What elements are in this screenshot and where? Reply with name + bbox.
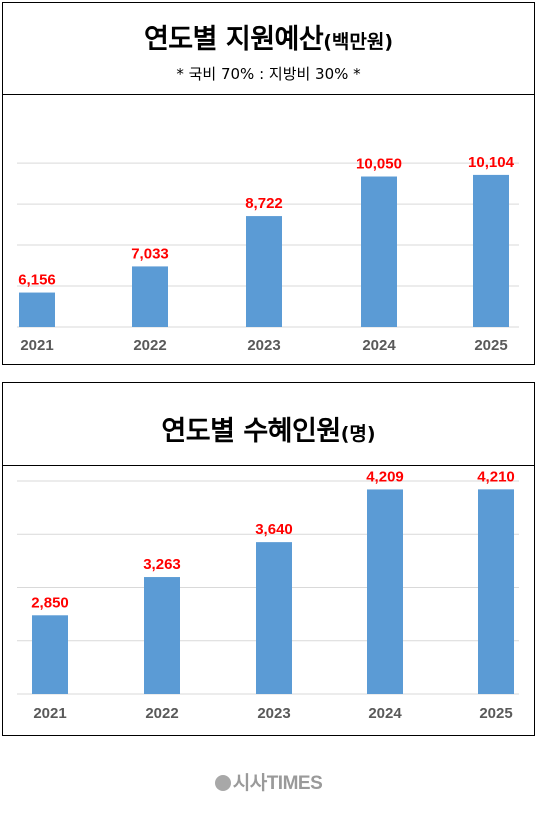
bar-2021	[19, 292, 55, 327]
data-label-2024: 10,050	[356, 156, 402, 173]
data-label-2023: 3,640	[255, 521, 293, 538]
x-tick-label-2022: 2022	[145, 705, 178, 722]
x-tick-label-2024: 2024	[368, 705, 402, 722]
bar-2025	[478, 489, 514, 694]
beneficiary-panel: 연도별 수혜인원(명) 2,850 2021 3,263 2022 3,640 2023 4…	[2, 382, 535, 736]
x-tick-label-2025: 2025	[479, 705, 512, 722]
data-label-2022: 7,033	[131, 245, 169, 262]
budget-title-row: 연도별 지원예산(백만원)	[3, 17, 534, 56]
x-tick-label-2023: 2023	[247, 337, 280, 354]
bar-2021	[32, 615, 68, 694]
data-label-2023: 8,722	[245, 195, 283, 212]
data-label-2021: 2,850	[31, 594, 69, 611]
data-label-2021: 6,156	[18, 272, 56, 289]
beneficiary-chart: 2,850 2021 3,263 2022 3,640 2023 4,209 2024 4,21…	[17, 468, 519, 722]
budget-unit: (백만원)	[323, 31, 394, 53]
data-label-2025: 4,210	[477, 468, 515, 485]
x-tick-label-2024: 2024	[362, 337, 396, 354]
beneficiary-title-row: 연도별 수혜인원(명)	[3, 409, 534, 448]
budget-panel: 연도별 지원예산(백만원) * 국비 70% : 지방비 30% * 6,156…	[2, 2, 535, 365]
watermark-logo-icon	[214, 775, 231, 791]
budget-note: * 국비 70% : 지방비 30% *	[176, 65, 361, 83]
data-label-2025: 10,104	[468, 154, 515, 171]
watermark-text: 시사TIMES	[232, 773, 323, 794]
bar-2023	[246, 216, 282, 327]
bar-2023	[256, 542, 292, 694]
beneficiary-divider	[3, 465, 534, 466]
x-tick-label-2021: 2021	[20, 337, 53, 354]
data-label-2022: 3,263	[143, 556, 181, 573]
budget-title: 연도별 지원예산	[143, 24, 324, 55]
budget-chart: 6,156 2021 7,033 2022 8,722 2023 10,050 2024 10,…	[17, 154, 519, 354]
data-label-2024: 4,209	[366, 468, 404, 485]
bar-2022	[132, 266, 168, 327]
beneficiary-title: 연도별 수혜인원	[161, 416, 341, 447]
x-tick-label-2023: 2023	[257, 705, 290, 722]
bar-2024	[361, 176, 397, 327]
budget-divider	[3, 94, 534, 95]
bar-2024	[367, 489, 403, 694]
bar-2022	[144, 577, 180, 694]
x-tick-label-2021: 2021	[33, 705, 66, 722]
x-tick-label-2025: 2025	[474, 337, 507, 354]
beneficiary-unit: (명)	[340, 423, 376, 445]
watermark: 시사TIMES	[0, 768, 537, 795]
bar-2025	[473, 174, 509, 327]
x-tick-label-2022: 2022	[133, 337, 166, 354]
